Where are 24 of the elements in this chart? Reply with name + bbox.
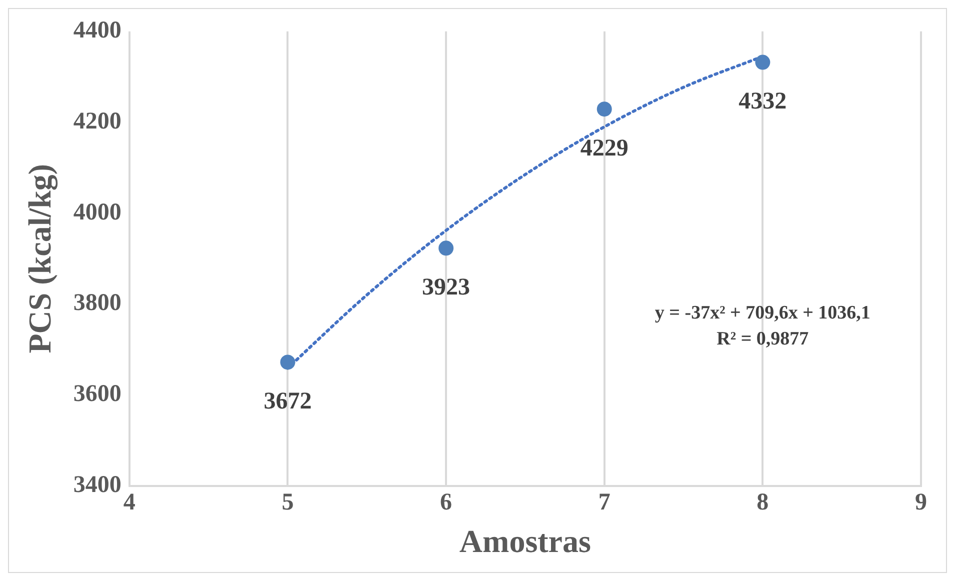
x-tick-label: 7 bbox=[598, 489, 610, 516]
point bbox=[755, 54, 770, 70]
y-tick-label: 4200 bbox=[73, 108, 122, 134]
y-tick-label: 3400 bbox=[73, 472, 122, 498]
y-axis-title: PCS (kcal/kg) bbox=[21, 164, 58, 354]
x-tick-label: 5 bbox=[282, 489, 294, 516]
y-tick-label: 4000 bbox=[73, 199, 122, 226]
data-label: 3672 bbox=[264, 388, 312, 414]
point bbox=[596, 102, 612, 117]
y-tick-label: 3800 bbox=[73, 290, 122, 316]
data-label: 4229 bbox=[580, 135, 628, 162]
annotation: R² = 0,9877 bbox=[716, 328, 810, 350]
annotation: y = -37x² + 709,6x + 1036,1 bbox=[654, 302, 870, 324]
point bbox=[280, 354, 296, 370]
y-tick-label: 4400 bbox=[73, 18, 122, 44]
y-tick-label: 3600 bbox=[73, 381, 122, 408]
data-label: 3923 bbox=[422, 274, 470, 300]
x-tick-label: 4 bbox=[123, 489, 136, 516]
x-tick-label: 9 bbox=[915, 489, 927, 516]
x-tick-label: 8 bbox=[756, 489, 769, 516]
data-label: 4332 bbox=[738, 88, 787, 114]
x-axis-title: Amostras bbox=[459, 523, 591, 560]
point bbox=[438, 240, 454, 256]
x-tick-label: 6 bbox=[440, 489, 452, 516]
